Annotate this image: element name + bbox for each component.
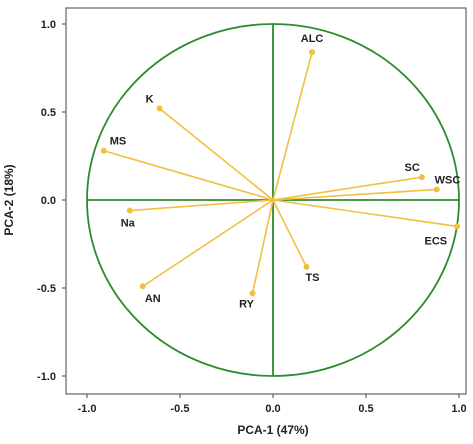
vector-line-sc: [272, 176, 422, 201]
vector-point-k: [156, 105, 163, 112]
vector-point-an: [139, 283, 146, 290]
vector-label-wsc: WSC: [435, 174, 461, 186]
vector-point-ry: [249, 290, 256, 297]
x-tick-label: 1.0: [451, 403, 466, 415]
x-tick-label: -0.5: [171, 403, 190, 415]
x-tick-label: 0.0: [265, 403, 280, 415]
vector-line-ts: [272, 199, 308, 268]
y-tick-label: 0.5: [41, 107, 56, 119]
vector-line-na: [129, 199, 274, 212]
y-tick-label: 0.0: [41, 195, 56, 207]
vector-label-na: Na: [121, 218, 136, 230]
tick-labels: -1.0 -0.5 0.0 0.5 1.0 1.0 0.5 0.0 -0.5 -1.0: [37, 19, 467, 415]
vector-label-ecs: ECS: [425, 235, 448, 247]
vector-label-an: AN: [145, 293, 161, 305]
vector-point-ecs: [454, 223, 461, 230]
vector-line-alc: [272, 51, 313, 201]
x-axis-title: PCA-1 (47%): [237, 423, 308, 437]
vector-line-an: [142, 199, 274, 287]
x-tick-label: -1.0: [78, 403, 97, 415]
vector-line-k: [159, 107, 274, 201]
vector-point-sc: [418, 174, 425, 181]
vector-label-ts: TS: [305, 272, 319, 284]
vector-label-k: K: [146, 93, 154, 105]
vector-label-sc: SC: [405, 162, 420, 174]
vector-point-alc: [309, 49, 316, 56]
vector-point-wsc: [433, 186, 440, 193]
vector-point-ms: [100, 147, 107, 154]
vector-line-ecs: [272, 199, 458, 228]
y-tick-label: 1.0: [41, 19, 56, 31]
vector-label-alc: ALC: [301, 33, 324, 45]
y-axis-title: PCA-2 (18%): [2, 164, 16, 235]
vector-line-wsc: [272, 188, 437, 201]
x-tick-label: 0.5: [358, 403, 373, 415]
vector-label-ry: RY: [239, 298, 255, 310]
loading-vectors: ALC K MS SC WSC ECS Na TS RY AN: [100, 33, 461, 310]
vector-label-ms: MS: [110, 136, 127, 148]
vector-point-na: [126, 207, 133, 214]
y-tick-label: -0.5: [37, 283, 56, 295]
y-tick-label: -1.0: [37, 371, 56, 383]
vector-line-ry: [251, 199, 274, 294]
vector-point-ts: [303, 263, 310, 270]
vector-line-ms: [103, 149, 274, 201]
